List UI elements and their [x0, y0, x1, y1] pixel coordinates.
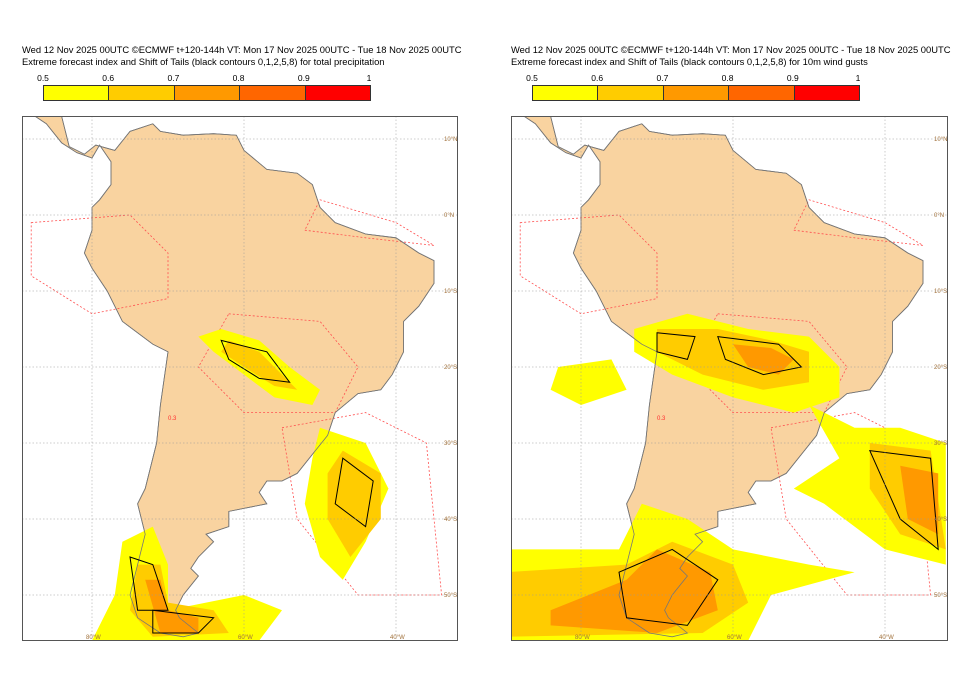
- colorbar: [43, 85, 371, 101]
- colorbar-swatch: [794, 86, 860, 100]
- latitude-label: 30°S: [934, 441, 947, 447]
- efi-map: 0.3 80°W 60°W 40°W 10°N 0°N 10°S 20°S 30°S 40°S 50…: [22, 116, 458, 641]
- colorbar-tick-label: 0.7: [656, 73, 669, 83]
- efi-shading: [145, 579, 199, 633]
- latitude-label: 0°N: [444, 213, 454, 219]
- latitude-label: 0°N: [934, 213, 944, 219]
- latitude-label: 50°S: [444, 593, 457, 599]
- efi-shading: [221, 340, 298, 390]
- title-line-2: Extreme forecast index and Shift of Tail…: [22, 56, 385, 67]
- colorbar-swatch: [533, 86, 599, 100]
- colorbar-tick-label: 1: [366, 73, 372, 83]
- colorbar-tick-label: 0.7: [167, 73, 180, 83]
- efi-0.3-contour: [770, 412, 932, 596]
- shift-of-tails-contour: [868, 449, 939, 551]
- latitude-label: 10°S: [444, 289, 457, 295]
- panel-title: Wed 12 Nov 2025 00UTC ©ECMWF t+120-144h …: [22, 44, 462, 68]
- colorbar-tick-label: 0.6: [591, 73, 604, 83]
- colorbar-tick-label: 0.8: [232, 73, 245, 83]
- latitude-label: 10°N: [444, 137, 457, 143]
- panel-title: Wed 12 Nov 2025 00UTC ©ECMWF t+120-144h …: [511, 44, 951, 68]
- colorbar-tick-label: 0.8: [721, 73, 734, 83]
- longitude-label: 60°W: [238, 635, 253, 641]
- contour-label: 0.3: [657, 416, 666, 422]
- latitude-label: 10°S: [934, 289, 947, 295]
- map-frame: [511, 116, 948, 641]
- longitude-label: 80°W: [575, 635, 590, 641]
- longitude-label: 60°W: [727, 635, 742, 641]
- map-frame: [22, 116, 458, 641]
- colorbar-tick-label: 0.9: [786, 73, 799, 83]
- colorbar-tick-label: 0.9: [297, 73, 310, 83]
- efi-0.3-contour: [281, 412, 443, 596]
- efi-shading: [733, 344, 794, 375]
- efi-shading: [550, 359, 627, 405]
- efi-map: 0.3 80°W 60°W 40°W 10°N 0°N 10°S 20°S 30°S 40°S 50…: [511, 116, 948, 641]
- title-line-1: Wed 12 Nov 2025 00UTC ©ECMWF t+120-144h …: [22, 44, 462, 55]
- colorbar-swatch: [109, 86, 175, 100]
- latitude-label: 20°S: [934, 365, 947, 371]
- efi-shading: [550, 549, 718, 633]
- shift-of-tails-contour: [717, 336, 803, 376]
- title-line-2: Extreme forecast index and Shift of Tail…: [511, 56, 868, 67]
- colorbar-swatch: [663, 86, 730, 100]
- colorbar-swatch: [598, 86, 664, 100]
- longitude-label: 40°W: [879, 635, 894, 641]
- shift-of-tails-contour: [220, 339, 291, 383]
- shift-of-tails-contour: [152, 609, 215, 634]
- shift-of-tails-contour: [618, 548, 719, 626]
- colorbar-tick-label: 0.6: [102, 73, 115, 83]
- efi-0.3-contour: [304, 199, 435, 246]
- shift-of-tails-contour: [129, 556, 169, 611]
- colorbar-tick-label: 1: [855, 73, 861, 83]
- efi-shading: [657, 329, 809, 390]
- efi-shading: [900, 465, 939, 535]
- colorbar-swatch: [240, 86, 306, 100]
- latitude-label: 40°S: [934, 517, 947, 523]
- contour-label: 0.3: [168, 416, 177, 422]
- latitude-label: 30°S: [444, 441, 457, 447]
- longitude-label: 40°W: [390, 635, 405, 641]
- wind-gusts-panel: Wed 12 Nov 2025 00UTC ©ECMWF t+120-144h …: [489, 0, 964, 678]
- colorbar-ticks: 0.5 0.6 0.7 0.8 0.9 1: [37, 73, 372, 83]
- shift-of-tails-contour: [334, 457, 374, 528]
- colorbar-ticks: 0.5 0.6 0.7 0.8 0.9 1: [526, 73, 861, 83]
- precipitation-panel: Wed 12 Nov 2025 00UTC ©ECMWF t+120-144h …: [22, 44, 462, 641]
- colorbar-swatch: [44, 86, 110, 100]
- colorbar: [532, 85, 860, 101]
- latitude-label: 10°N: [934, 137, 947, 143]
- colorbar-swatch: [305, 86, 371, 100]
- latitude-label: 40°S: [444, 517, 457, 523]
- colorbar-tick-label: 0.5: [526, 73, 538, 83]
- colorbar-swatch: [729, 86, 795, 100]
- longitude-label: 80°W: [86, 635, 101, 641]
- title-line-1: Wed 12 Nov 2025 00UTC ©ECMWF t+120-144h …: [511, 44, 951, 55]
- shift-of-tails-contour: [656, 332, 696, 360]
- latitude-label: 20°S: [444, 365, 457, 371]
- efi-0.3-contour: [793, 199, 924, 246]
- latitude-label: 50°S: [934, 593, 947, 599]
- colorbar-swatch: [174, 86, 241, 100]
- colorbar-tick-label: 0.5: [37, 73, 49, 83]
